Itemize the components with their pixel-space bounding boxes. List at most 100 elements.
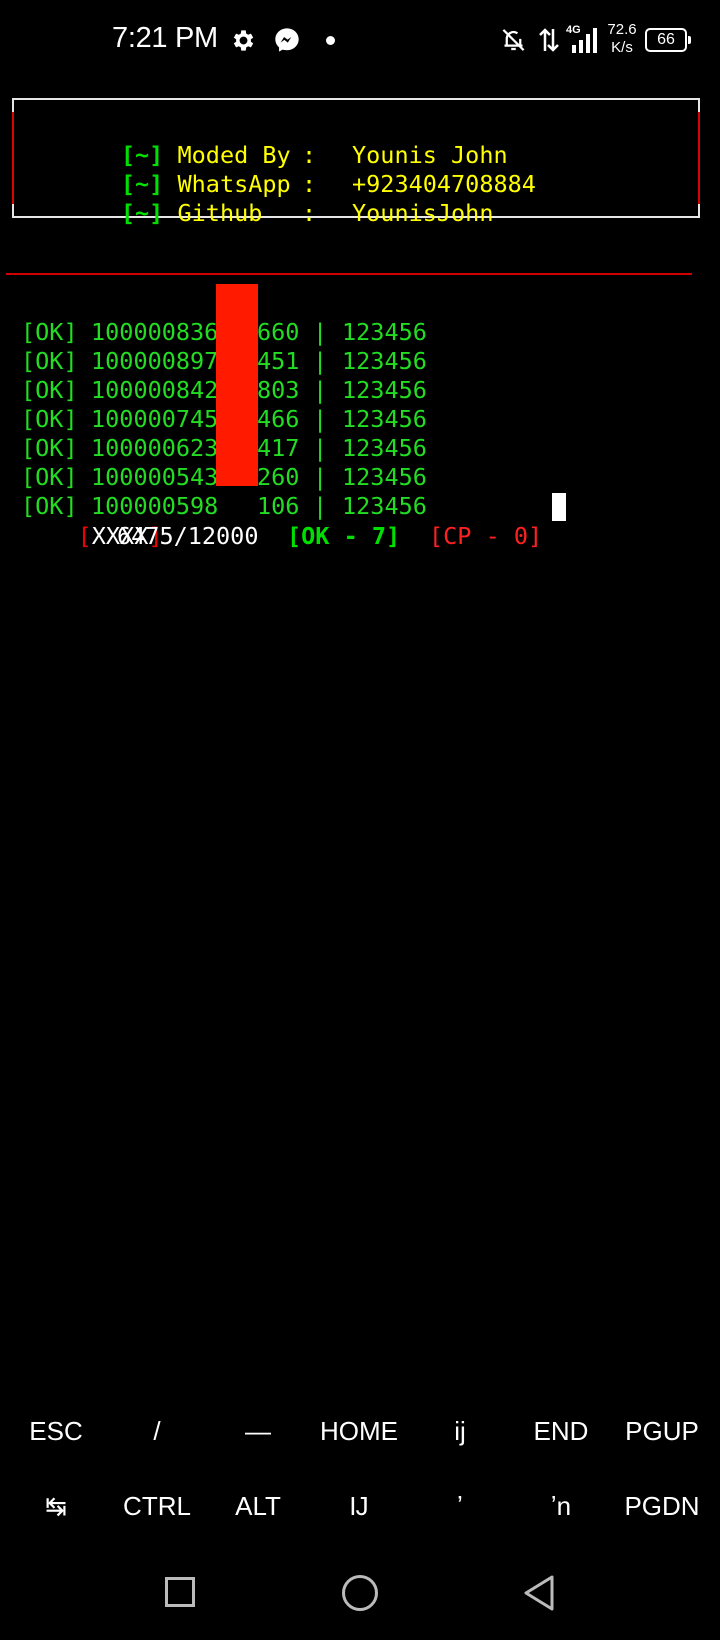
network-speed: 72.6 K/s <box>604 21 640 57</box>
id-suffix: 803 <box>257 376 300 404</box>
ok-tag: [OK] <box>21 434 78 462</box>
separator: | <box>313 492 328 520</box>
terminal-cursor <box>552 493 566 521</box>
battery-level: 66 <box>657 31 675 48</box>
key-ij-lower[interactable]: ĳ <box>454 1416 466 1446</box>
key-ctrl[interactable]: CTRL <box>123 1491 191 1521</box>
ok-counter: [OK - 7] <box>287 522 401 550</box>
separator: | <box>313 405 328 433</box>
id-suffix: 417 <box>257 434 300 462</box>
separator: | <box>313 347 328 375</box>
banner-accent-right <box>698 112 700 204</box>
banner-tag: [~] <box>120 170 164 198</box>
result-row: [OK] 100000598 106 | 123456 <box>21 463 427 520</box>
progress-open-bracket: [ <box>77 522 92 550</box>
password: 123456 <box>342 405 427 433</box>
banner-tag: [~] <box>120 199 164 227</box>
banner-key: WhatsApp <box>177 170 291 198</box>
result-row: [OK] 100000836 660 | 123456 <box>21 289 427 346</box>
id-prefix: 100000836 <box>91 318 219 346</box>
id-suffix: 466 <box>257 405 300 433</box>
cp-counter: [CP - 0] <box>429 522 543 550</box>
speed-unit: K/s <box>611 39 633 56</box>
password: 123456 <box>342 463 427 491</box>
id-prefix: 100000623 <box>91 434 219 462</box>
network-type: 4G <box>566 24 581 36</box>
ok-tag: [OK] <box>21 405 78 433</box>
key-dash[interactable]: — <box>245 1416 271 1446</box>
result-row: [OK] 100000745 466 | 123456 <box>21 376 427 433</box>
ok-tag: [OK] <box>21 492 78 520</box>
gear-icon <box>233 30 254 51</box>
banner-accent-left <box>12 112 14 204</box>
key-end[interactable]: END <box>533 1416 589 1446</box>
result-row: [OK] 100000897 451 | 123456 <box>21 318 427 375</box>
banner-row-github: [~] Github: YounisJohn <box>36 170 494 227</box>
password: 123456 <box>342 492 427 520</box>
speed-value: 72.6 <box>607 21 637 38</box>
key-pgdn[interactable]: PGDN <box>624 1491 700 1521</box>
password: 123456 <box>342 376 427 404</box>
key-home[interactable]: HOME <box>320 1416 398 1446</box>
extra-keys-bar: ESC / — HOME ĳ END PGUP ↹ CTRL ALT Ĳ ʼ ʼ… <box>0 1395 720 1545</box>
progress-close-bracket: ] <box>148 522 163 550</box>
progress-count: 6475/12000 <box>117 522 259 550</box>
credits-banner: [~] Moded By: Younis John [~] WhatsApp: +9… <box>12 98 700 227</box>
notification-dot-icon <box>326 36 335 45</box>
signal-icon <box>572 28 597 53</box>
id-prefix: 100000598 <box>91 492 219 520</box>
id-prefix: 100000745 <box>91 405 219 433</box>
id-suffix: 451 <box>257 347 300 375</box>
password: 123456 <box>342 434 427 462</box>
key-alt[interactable]: ALT <box>235 1491 281 1521</box>
ok-tag: [OK] <box>21 318 78 346</box>
id-prefix: 100000842 <box>91 376 219 404</box>
banner-tag: [~] <box>120 141 164 169</box>
redaction-block <box>216 284 258 486</box>
banner-colon: : <box>302 170 317 198</box>
separator: | <box>313 318 328 346</box>
banner-key: Moded By <box>177 141 291 169</box>
separator: | <box>313 434 328 462</box>
messenger-icon <box>275 28 299 52</box>
ok-tag: [OK] <box>21 376 78 404</box>
key-tab[interactable]: ↹ <box>45 1491 67 1521</box>
banner-value: YounisJohn <box>352 199 494 227</box>
back-button[interactable] <box>522 1574 556 1612</box>
ok-tag: [OK] <box>21 463 78 491</box>
ok-tag: [OK] <box>21 347 78 375</box>
result-row: [OK] 100000543 260 | 123456 <box>21 434 427 491</box>
terminal-view[interactable]: [~] Moded By: Younis John [~] WhatsApp: +9… <box>0 80 720 1390</box>
id-suffix: 106 <box>257 492 300 520</box>
battery-icon: 66 <box>645 28 691 52</box>
key-ij-upper[interactable]: Ĳ <box>349 1491 369 1521</box>
separator: | <box>313 376 328 404</box>
recents-button[interactable] <box>165 1577 195 1607</box>
red-divider <box>6 273 692 275</box>
id-prefix: 100000543 <box>91 463 219 491</box>
id-prefix: 100000897 <box>91 347 219 375</box>
password: 123456 <box>342 347 427 375</box>
result-row: [OK] 100000623 417 | 123456 <box>21 405 427 462</box>
status-time: 7:21 PM <box>112 22 218 54</box>
progress-name: XXXX <box>91 522 149 550</box>
key-apostrophe-n[interactable]: ʼn <box>550 1491 572 1521</box>
navigation-bar <box>0 1545 720 1640</box>
banner-value: +923404708884 <box>352 170 536 198</box>
banner-colon: : <box>302 141 317 169</box>
banner-colon: : <box>302 199 317 227</box>
banner-row-moded-by: [~] Moded By: Younis John <box>36 112 508 169</box>
id-suffix: 660 <box>257 318 300 346</box>
banner-key: Github <box>177 199 263 227</box>
bell-off-icon <box>502 29 525 51</box>
key-slash[interactable]: / <box>153 1416 161 1446</box>
result-row: [OK] 100000842 803 | 123456 <box>21 347 427 404</box>
key-pgup[interactable]: PGUP <box>625 1416 699 1446</box>
home-button[interactable] <box>342 1575 378 1611</box>
password: 123456 <box>342 318 427 346</box>
data-arrows-icon <box>539 28 559 52</box>
key-esc[interactable]: ESC <box>29 1416 83 1446</box>
key-apostrophe[interactable]: ʼ <box>457 1491 463 1521</box>
separator: | <box>313 463 328 491</box>
id-suffix: 260 <box>257 463 300 491</box>
